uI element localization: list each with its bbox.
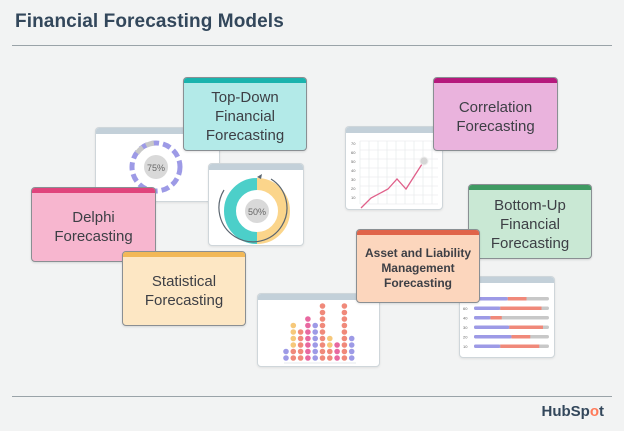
dot-histogram-window: [257, 293, 380, 367]
split-donut-window: 50%: [208, 163, 304, 246]
model-card-statistical[interactable]: Statistical Forecasting: [122, 251, 246, 326]
svg-text:60: 60: [463, 306, 468, 311]
svg-text:20: 20: [351, 186, 356, 191]
svg-text:40: 40: [351, 168, 356, 173]
svg-text:50%: 50%: [248, 207, 266, 217]
model-card-delphi[interactable]: Delphi Forecasting: [31, 187, 156, 262]
svg-text:20: 20: [463, 335, 468, 340]
stacked-bar-rows: 60 40 30 20 10: [463, 297, 549, 349]
line-chart-window: 70 60 50 40 30 20 10: [345, 126, 443, 210]
svg-text:10: 10: [463, 344, 468, 349]
page-title: Financial Forecasting Models: [15, 11, 284, 32]
svg-text:10: 10: [351, 195, 356, 200]
model-card-label: Bottom-Up Financial Forecasting: [490, 196, 570, 252]
dot-histogram: [283, 303, 356, 364]
model-card-label: Asset and Liability Management Forecasti…: [364, 246, 472, 290]
model-card-label: Delphi Forecasting: [54, 209, 133, 245]
model-card-asset-liability[interactable]: Asset and Liability Management Forecasti…: [356, 229, 480, 303]
bar-rows-window: 60 40 30 20 10: [459, 276, 555, 358]
dashed-donut-chart: 75%: [129, 140, 183, 194]
model-card-correlation[interactable]: Correlation Forecasting: [433, 77, 558, 151]
model-card-bottom-up[interactable]: Bottom-Up Financial Forecasting: [468, 184, 592, 259]
model-card-top-down[interactable]: Top-Down Financial Forecasting: [183, 77, 307, 151]
hubspot-logo: HubSpot: [541, 403, 605, 420]
svg-text:50: 50: [351, 159, 356, 164]
svg-text:75%: 75%: [147, 163, 165, 173]
svg-text:40: 40: [463, 316, 468, 321]
svg-text:30: 30: [351, 177, 356, 182]
header-divider: [12, 45, 612, 46]
split-donut-chart: 50%: [218, 174, 290, 244]
footer-divider: [12, 396, 612, 397]
svg-text:70: 70: [351, 141, 356, 146]
svg-text:60: 60: [351, 150, 356, 155]
svg-text:30: 30: [463, 325, 468, 330]
model-card-label: Statistical Forecasting: [144, 273, 224, 309]
model-card-label: Correlation Forecasting: [456, 98, 535, 135]
line-chart: 70 60 50 40 30 20 10: [351, 140, 438, 209]
model-card-label: Top-Down Financial Forecasting: [205, 89, 285, 144]
